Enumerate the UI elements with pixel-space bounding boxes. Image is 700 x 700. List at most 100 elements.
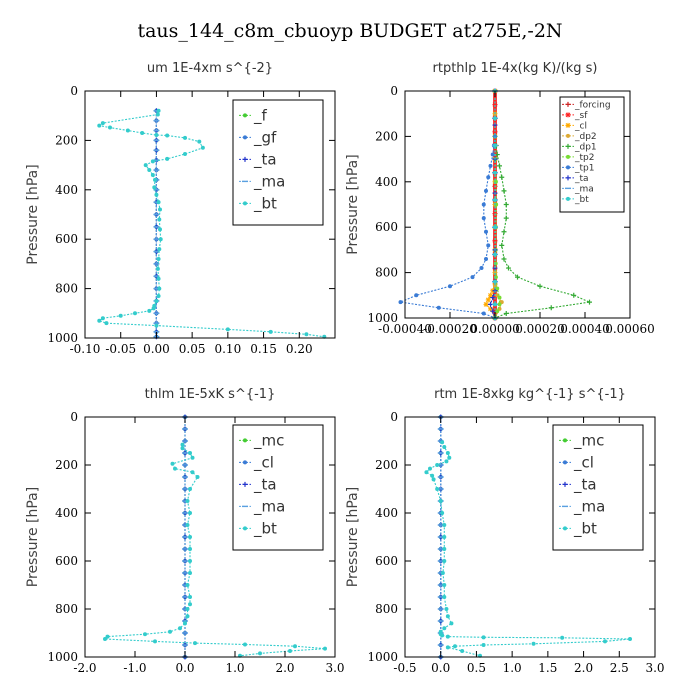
p4-s0-point-legend: [563, 438, 567, 443]
p4-s4-point-13: [442, 523, 447, 527]
p3-s4-point-legend: [243, 526, 247, 531]
p4-s4-point-10: [435, 487, 440, 491]
p2-s6-point-17: [481, 311, 486, 316]
p2-s5-point-8: [495, 286, 500, 291]
panel-4: rtm 1E-8xkg kg^{-1} s^{-1} Pressure [hPa]…: [345, 387, 665, 675]
p4-s4-point-11: [438, 499, 443, 503]
p2-s4-point-9: [499, 242, 505, 248]
p1-s4-point-30: [157, 286, 162, 291]
panel-2-xtick-label: -0.00040: [378, 322, 432, 336]
p1-s4-point-13: [165, 156, 170, 161]
p2-s5-point-legend: [566, 154, 570, 159]
panel-4-title: rtm 1E-8xkg kg^{-1} s^{-1}: [434, 387, 626, 402]
panel-3-xtick-label: 0.0: [175, 661, 194, 675]
p2-s0-point-legend: [565, 101, 571, 107]
p4-s4-point-1: [442, 445, 447, 449]
panel-3-legend: [232, 424, 324, 551]
p2-s4-point-13: [537, 283, 543, 289]
panel-1-ytick-label: 0: [70, 84, 78, 98]
p2-s4-point-7: [503, 215, 509, 221]
p2-s6-point-legend: [566, 165, 570, 170]
p1-s4-point-1: [155, 112, 160, 117]
p2-s7-point-11: [490, 308, 496, 314]
p1-s4-point-23: [157, 217, 162, 222]
panel-4-ytick-label: 400: [375, 506, 398, 520]
panel-1-ytick-label: 800: [55, 282, 78, 296]
p1-s4-point-20: [154, 192, 159, 197]
panel-4-legend: [552, 424, 644, 551]
panel-3-ytick-label: 600: [55, 554, 78, 568]
p3-s2-point-legend: [242, 481, 248, 487]
p3-s4-point-7: [195, 475, 200, 479]
panel-4-xtick-label: 1.5: [538, 661, 557, 675]
panel-3-frame: [84, 416, 336, 658]
p2-s4-point-12: [515, 274, 520, 280]
panel-3-ytick-label: 400: [55, 506, 78, 520]
panel-3-ytick-label: 1000: [47, 650, 78, 664]
p1-s4-point-7: [154, 132, 159, 137]
p2-s9-point-1: [493, 116, 497, 121]
p1-s4-point-12: [183, 151, 187, 156]
panel-1-xtick-label: -0.05: [105, 342, 136, 356]
p4-s4-point-23: [442, 626, 447, 631]
p1-s4-point-15: [143, 163, 148, 168]
p1-s4-point-32: [154, 298, 159, 303]
panel-1-frame: [84, 90, 336, 339]
panel-1-xtick-label: 0.00: [143, 342, 170, 356]
panel-4-ylabel: Pressure [hPa]: [345, 487, 361, 587]
p3-s4-point-14: [188, 559, 192, 563]
p1-s4-point-38: [100, 316, 105, 321]
p2-s4-point-15: [587, 299, 592, 305]
p1-s4-point-21: [156, 200, 161, 205]
panel-3-xtick-label: -2.0: [73, 661, 96, 675]
panel-4-legend-label-mc: _mc: [573, 432, 604, 451]
panel-4-xtick-label: 0.5: [467, 661, 486, 675]
p2-s6-point-16: [436, 305, 441, 310]
p3-s4-point-26: [103, 637, 107, 641]
p1-s4-point-4: [108, 125, 112, 130]
panel-2-ytick-label: 600: [375, 220, 398, 234]
panel-1-ylabel: Pressure [hPa]: [25, 164, 41, 264]
p2-s1-point-11: [492, 238, 498, 244]
p2-s6-point-12: [470, 275, 475, 280]
panel-2-legend-label-ta: _ta: [574, 174, 589, 184]
p2-s3-point-legend: [566, 133, 570, 138]
panel-1-ytick-label: 600: [55, 232, 78, 246]
p1-s4-point-44: [304, 332, 309, 337]
p4-s4-point-15: [442, 547, 447, 551]
panel-2-ylabel: Pressure [hPa]: [345, 154, 361, 254]
p4-s4-point-7: [424, 470, 429, 475]
panel-4-ytick-label: 600: [375, 554, 398, 568]
p3-s4-point-0: [180, 442, 185, 447]
panel-3-ytick-label: 0: [70, 410, 78, 424]
panel-2-legend-label-tp1: _tp1: [574, 164, 594, 174]
p1-s4-point-24: [158, 227, 162, 232]
p1-s4-point-28: [155, 266, 160, 271]
p1-s4-point-27: [156, 256, 161, 261]
p1-s4-point-37: [118, 313, 123, 318]
p3-s4-point-3: [190, 455, 195, 460]
panel-2-legend-label-dp2: _dp2: [574, 132, 597, 142]
p4-s4-point-12: [440, 511, 445, 515]
panel-1-xtick-label: 0.20: [286, 342, 313, 356]
p1-s0-point-legend: [243, 113, 247, 118]
panel-2-ytick-label: 1000: [367, 311, 398, 325]
p1-s2-point-legend: [242, 156, 248, 162]
panel-4-frame: [404, 416, 656, 658]
p1-s4-point-legend: [243, 201, 247, 206]
p1-s4-point-9: [183, 135, 187, 140]
panel-3-legend-label-mc: _mc: [253, 432, 284, 451]
p4-s1-point-legend: [563, 460, 567, 465]
p1-s4-point-16: [147, 168, 152, 173]
p3-s4-point-18: [188, 602, 192, 607]
p2-s6-point-5: [484, 188, 488, 193]
p2-s4-point-4: [499, 174, 505, 180]
p1-s4-point-39: [97, 318, 102, 323]
panel-4-xtick-label: 1.0: [503, 661, 522, 675]
p4-s4-point-8: [430, 473, 435, 478]
p2-s9-point-3: [493, 170, 497, 175]
p2-s2-point-13: [483, 301, 489, 307]
panel-4-legend-label-ma: _ma: [573, 498, 605, 517]
p2-s6-point-8: [484, 229, 488, 234]
panel-4-xtick-label: 0.0: [431, 661, 450, 675]
